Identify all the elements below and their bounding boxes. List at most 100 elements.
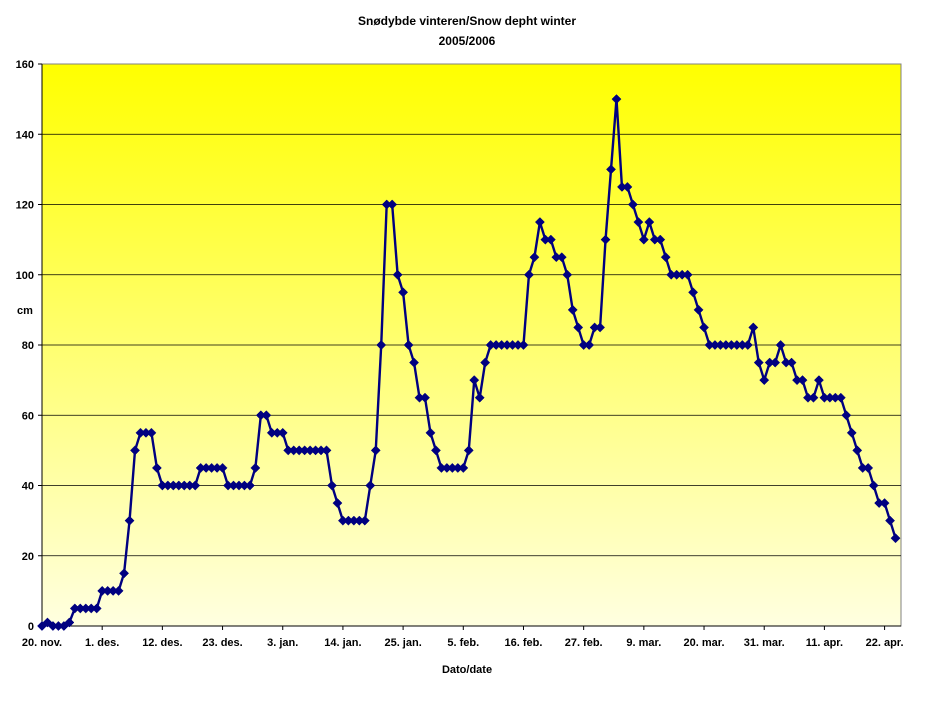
y-tick-label: 100 (16, 270, 34, 282)
data-point (813, 375, 824, 386)
data-point (425, 427, 436, 438)
data-point (523, 269, 534, 280)
data-point (392, 269, 403, 280)
data-point (518, 340, 529, 350)
data-point (627, 199, 638, 210)
data-point (606, 164, 616, 175)
data-point (119, 568, 130, 579)
chart-title: Snødybde vinteren/Snow depht winter (358, 14, 576, 28)
data-point (688, 287, 699, 298)
x-tick-label: 31. mar. (744, 637, 785, 649)
data-point (742, 340, 753, 350)
x-tick-label: 12. des. (142, 637, 182, 649)
x-tick-label: 9. mar. (626, 637, 661, 649)
data-point (885, 515, 896, 526)
y-tick-label: 80 (22, 340, 34, 352)
data-point (786, 357, 797, 368)
data-point (365, 480, 376, 491)
data-point (660, 252, 671, 263)
data-point (890, 533, 901, 544)
data-point (879, 498, 890, 509)
data-point (573, 322, 584, 333)
data-point (852, 445, 863, 456)
data-point (474, 392, 485, 403)
data-point (638, 234, 649, 245)
data-point (595, 322, 606, 333)
y-tick-label: 120 (16, 200, 34, 212)
data-point (808, 392, 819, 403)
data-point (545, 234, 556, 245)
x-tick-label: 22. apr. (866, 637, 904, 649)
data-point (644, 217, 655, 228)
x-tick-label: 23. des. (202, 637, 242, 649)
data-point (753, 357, 764, 368)
data-point (250, 462, 261, 473)
data-point (775, 340, 786, 350)
data-point (759, 375, 770, 386)
y-tick-label: 0 (28, 621, 34, 633)
data-point (567, 304, 578, 315)
data-point (124, 515, 135, 526)
x-tick-label: 20. nov. (22, 637, 62, 649)
data-point (529, 252, 540, 263)
data-point (556, 252, 567, 263)
x-tick-label: 16. feb. (505, 637, 543, 649)
x-tick-label: 5. feb. (447, 637, 479, 649)
data-point (699, 322, 709, 333)
x-tick-labels: 20. nov. 1. des. 12. des. 23. des. 3. jan. 14… (22, 637, 904, 649)
series-snow-depth (37, 94, 901, 631)
data-point (398, 287, 409, 298)
data-point (835, 392, 846, 403)
x-tick-label: 3. jan. (267, 637, 298, 649)
data-point (584, 340, 595, 350)
data-point (534, 217, 545, 228)
data-point (190, 480, 201, 491)
data-point (770, 357, 781, 368)
y-tick-labels: 0 20 40 60 80 100 120 140 160 (16, 59, 34, 633)
data-point (217, 462, 228, 473)
data-point (655, 234, 666, 245)
x-tick-label: 25. jan. (384, 637, 421, 649)
y-axis-label: cm (17, 305, 33, 317)
data-point (846, 427, 857, 438)
data-point (321, 445, 332, 456)
data-point (42, 617, 53, 628)
data-point (130, 445, 140, 456)
x-tick-label: 1. des. (85, 637, 119, 649)
data-point (480, 357, 491, 368)
y-tick-label: 60 (22, 410, 34, 422)
x-tick-label: 14. jan. (324, 637, 361, 649)
x-axis-label: Dato/date (442, 664, 492, 676)
data-point (868, 480, 879, 491)
x-tick-label: 11. apr. (806, 637, 843, 649)
data-point (370, 445, 381, 456)
data-point (463, 445, 474, 456)
data-point (332, 498, 343, 509)
data-point (409, 357, 420, 368)
data-point (430, 445, 441, 456)
data-point (622, 181, 633, 192)
data-point (64, 617, 75, 628)
y-tick-label: 140 (16, 129, 34, 141)
data-point (277, 427, 288, 438)
data-point (600, 234, 611, 245)
data-point (633, 217, 644, 228)
data-point (403, 340, 414, 350)
data-point (113, 585, 124, 596)
data-point (693, 304, 704, 315)
chart-subtitle: 2005/2006 (439, 34, 496, 48)
y-tick-label: 40 (22, 481, 34, 493)
data-point (420, 392, 430, 403)
data-point (748, 322, 759, 333)
data-point (841, 410, 852, 421)
data-point (244, 480, 255, 491)
data-point (151, 462, 162, 473)
data-point (469, 375, 480, 386)
data-point (261, 410, 272, 421)
data-point (863, 462, 874, 473)
data-point (387, 199, 398, 210)
data-point (797, 375, 808, 386)
data-point (458, 462, 469, 473)
y-tick-label: 160 (16, 59, 34, 71)
